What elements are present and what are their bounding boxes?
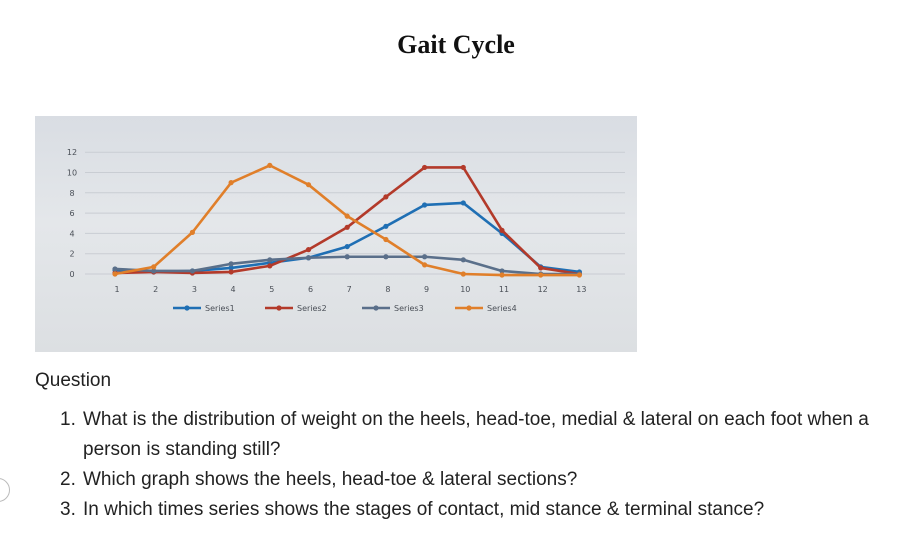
data-point bbox=[267, 162, 273, 168]
question-item: 3. In which times series shows the stage… bbox=[60, 495, 880, 525]
data-point bbox=[228, 180, 234, 186]
data-point bbox=[422, 202, 428, 208]
data-point bbox=[267, 263, 273, 269]
data-point bbox=[576, 272, 583, 278]
y-axis-ticks: 12 10 8 6 4 2 0 bbox=[67, 148, 77, 279]
data-point bbox=[151, 268, 157, 274]
data-point bbox=[189, 229, 195, 235]
x-tick-label: 4 bbox=[231, 285, 236, 294]
data-point bbox=[383, 194, 389, 200]
data-point bbox=[344, 254, 350, 260]
data-point bbox=[344, 243, 350, 250]
data-point bbox=[499, 272, 505, 278]
data-point bbox=[267, 257, 273, 263]
chart-legend: Series1 Series2 Series3 Series4 bbox=[173, 304, 517, 313]
series-series2 bbox=[112, 164, 583, 277]
y-tick-label: 2 bbox=[69, 250, 74, 259]
x-tick-label: 13 bbox=[576, 285, 586, 294]
data-point bbox=[383, 236, 389, 243]
chart-gridlines bbox=[85, 151, 625, 275]
x-tick-label: 6 bbox=[308, 285, 313, 294]
slide-title: Gait Cycle bbox=[397, 30, 515, 59]
legend-item: Series4 bbox=[455, 304, 517, 313]
data-point bbox=[112, 271, 118, 277]
series-series4 bbox=[112, 162, 583, 278]
y-tick-label: 0 bbox=[69, 270, 74, 279]
data-point bbox=[460, 200, 466, 206]
data-point bbox=[344, 224, 350, 230]
data-point bbox=[112, 266, 118, 272]
chart-photo: 12 10 8 6 4 2 0 1 2 3 4 5 6 7 8 9 10 11 12 13 Series1 Serie… bbox=[35, 116, 637, 352]
x-tick-label: 8 bbox=[385, 285, 390, 294]
question-item: 1. What is the distribution of weight on… bbox=[60, 405, 880, 465]
x-axis-ticks: 1 2 3 4 5 6 7 8 9 10 11 12 13 bbox=[114, 285, 586, 294]
data-point bbox=[383, 254, 389, 260]
x-tick-label: 10 bbox=[460, 285, 470, 294]
legend-label: Series4 bbox=[487, 304, 517, 313]
legend-swatch-marker bbox=[184, 305, 190, 311]
question-text: In which times series shows the stages o… bbox=[83, 499, 765, 520]
data-point bbox=[228, 265, 234, 271]
data-point bbox=[228, 269, 234, 275]
question-text: Which graph shows the heels, head-toe & … bbox=[83, 469, 578, 490]
x-tick-label: 12 bbox=[538, 285, 548, 294]
legend-item: Series3 bbox=[362, 304, 424, 313]
data-point bbox=[499, 268, 505, 274]
data-point bbox=[305, 247, 312, 253]
y-tick-label: 8 bbox=[69, 189, 74, 198]
data-point bbox=[460, 164, 466, 171]
y-tick-label: 10 bbox=[67, 169, 77, 178]
legend-swatch-marker bbox=[373, 305, 379, 311]
question-number: 2. bbox=[60, 469, 76, 490]
x-tick-label: 7 bbox=[347, 285, 352, 294]
question-number: 1. bbox=[60, 409, 76, 430]
question-number: 3. bbox=[60, 499, 76, 520]
legend-label: Series1 bbox=[205, 304, 235, 313]
data-point bbox=[305, 255, 312, 261]
x-tick-label: 11 bbox=[499, 285, 509, 294]
x-tick-label: 5 bbox=[269, 285, 274, 294]
question-item: 2. Which graph shows the heels, head-toe… bbox=[60, 465, 880, 495]
data-point bbox=[538, 265, 544, 271]
chart-series bbox=[112, 162, 583, 278]
legend-item: Series1 bbox=[173, 304, 235, 313]
series-series1 bbox=[112, 200, 583, 275]
data-point bbox=[383, 223, 389, 229]
y-tick-label: 4 bbox=[69, 229, 74, 238]
question-list: 1. What is the distribution of weight on… bbox=[60, 405, 880, 525]
question-text: What is the distribution of weight on th… bbox=[83, 409, 869, 460]
data-point bbox=[499, 227, 505, 233]
legend-swatch-marker bbox=[466, 305, 472, 311]
data-point bbox=[422, 262, 428, 268]
x-tick-label: 9 bbox=[424, 285, 429, 294]
legend-label: Series2 bbox=[297, 304, 327, 313]
y-tick-label: 12 bbox=[67, 148, 77, 157]
data-point bbox=[151, 264, 157, 270]
x-tick-label: 3 bbox=[192, 285, 197, 294]
data-point bbox=[189, 268, 195, 274]
data-point bbox=[538, 272, 544, 278]
data-point bbox=[344, 213, 350, 219]
question-heading: Question bbox=[35, 370, 112, 391]
data-point bbox=[228, 261, 234, 267]
slide-edge-decoration bbox=[0, 478, 10, 502]
legend-item: Series2 bbox=[265, 304, 327, 313]
legend-swatch-marker bbox=[276, 305, 282, 311]
x-tick-label: 2 bbox=[153, 285, 158, 294]
data-point bbox=[460, 271, 466, 277]
data-point bbox=[422, 254, 428, 260]
x-tick-label: 1 bbox=[114, 285, 119, 294]
data-point bbox=[422, 164, 428, 171]
data-point bbox=[460, 257, 466, 263]
legend-label: Series3 bbox=[394, 304, 424, 313]
data-point bbox=[305, 182, 312, 188]
y-tick-label: 6 bbox=[69, 209, 74, 218]
series-series3 bbox=[112, 254, 583, 277]
